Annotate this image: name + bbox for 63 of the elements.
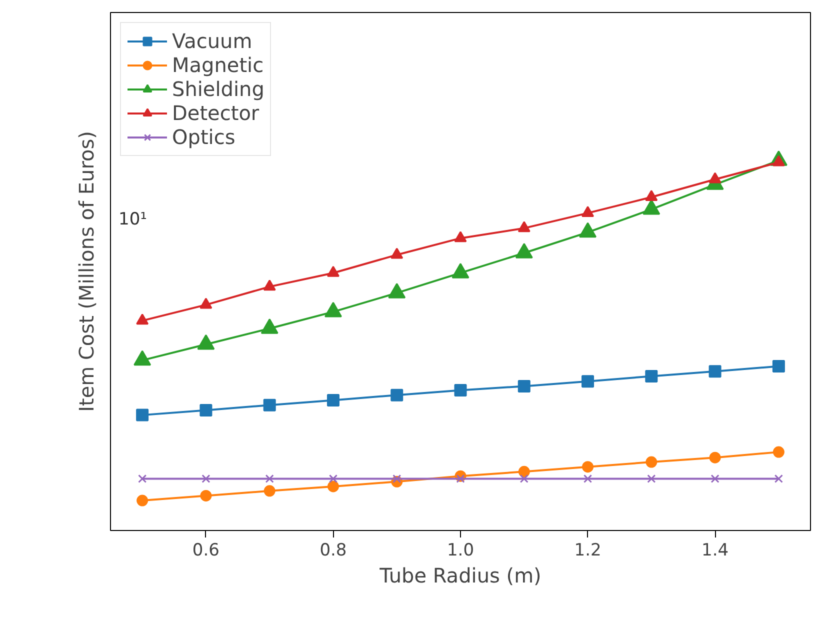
point [456, 474, 465, 483]
legend-label: Shielding [172, 77, 264, 101]
point [392, 474, 402, 483]
point [708, 172, 722, 184]
point [645, 370, 658, 382]
point [774, 474, 783, 483]
point [647, 474, 656, 483]
x-tick-label: 1.4 [702, 540, 729, 560]
legend-label: Magnetic [172, 53, 264, 77]
point [642, 199, 660, 215]
point [136, 314, 149, 325]
point [200, 298, 212, 309]
legend-label: Optics [172, 125, 236, 149]
point [520, 474, 528, 483]
point [136, 494, 148, 506]
point [326, 266, 340, 277]
point [582, 206, 594, 217]
y-axis-title: Item Cost (Millions of Euros) [74, 131, 98, 412]
point [583, 474, 592, 483]
point [264, 485, 276, 497]
point [582, 461, 594, 473]
x-axis-title: Tube Radius (m) [378, 564, 542, 588]
point [518, 466, 530, 478]
point [709, 452, 721, 464]
x-tick-label: 1.0 [446, 540, 474, 560]
point [265, 474, 274, 483]
point [260, 318, 278, 334]
point [454, 384, 467, 397]
annotation: 10¹ [118, 210, 147, 230]
point [328, 474, 338, 483]
point [138, 474, 147, 483]
point [710, 474, 720, 483]
legend-label: Detector [172, 101, 260, 125]
point [390, 248, 404, 259]
point [200, 404, 212, 416]
point [263, 280, 276, 291]
point [772, 446, 784, 458]
point [202, 474, 210, 483]
point [645, 190, 658, 202]
point [515, 243, 533, 258]
point [324, 302, 342, 318]
point [134, 350, 152, 366]
point [388, 282, 406, 298]
point [263, 398, 276, 412]
point [772, 360, 785, 372]
point [136, 408, 149, 422]
point [579, 222, 597, 238]
point [518, 221, 530, 232]
point [582, 375, 594, 388]
point [452, 262, 470, 278]
point [518, 380, 530, 392]
x-tick-label: 0.8 [320, 540, 347, 560]
point [646, 456, 658, 468]
point [454, 231, 467, 242]
legend-label: Vacuum [172, 29, 252, 53]
point [327, 480, 339, 492]
x-tick-label: 0.6 [192, 540, 220, 560]
point [326, 394, 340, 407]
point [200, 490, 212, 502]
point [197, 334, 215, 350]
point [390, 388, 404, 402]
point [708, 365, 722, 378]
x-tick-label: 1.2 [574, 540, 602, 560]
